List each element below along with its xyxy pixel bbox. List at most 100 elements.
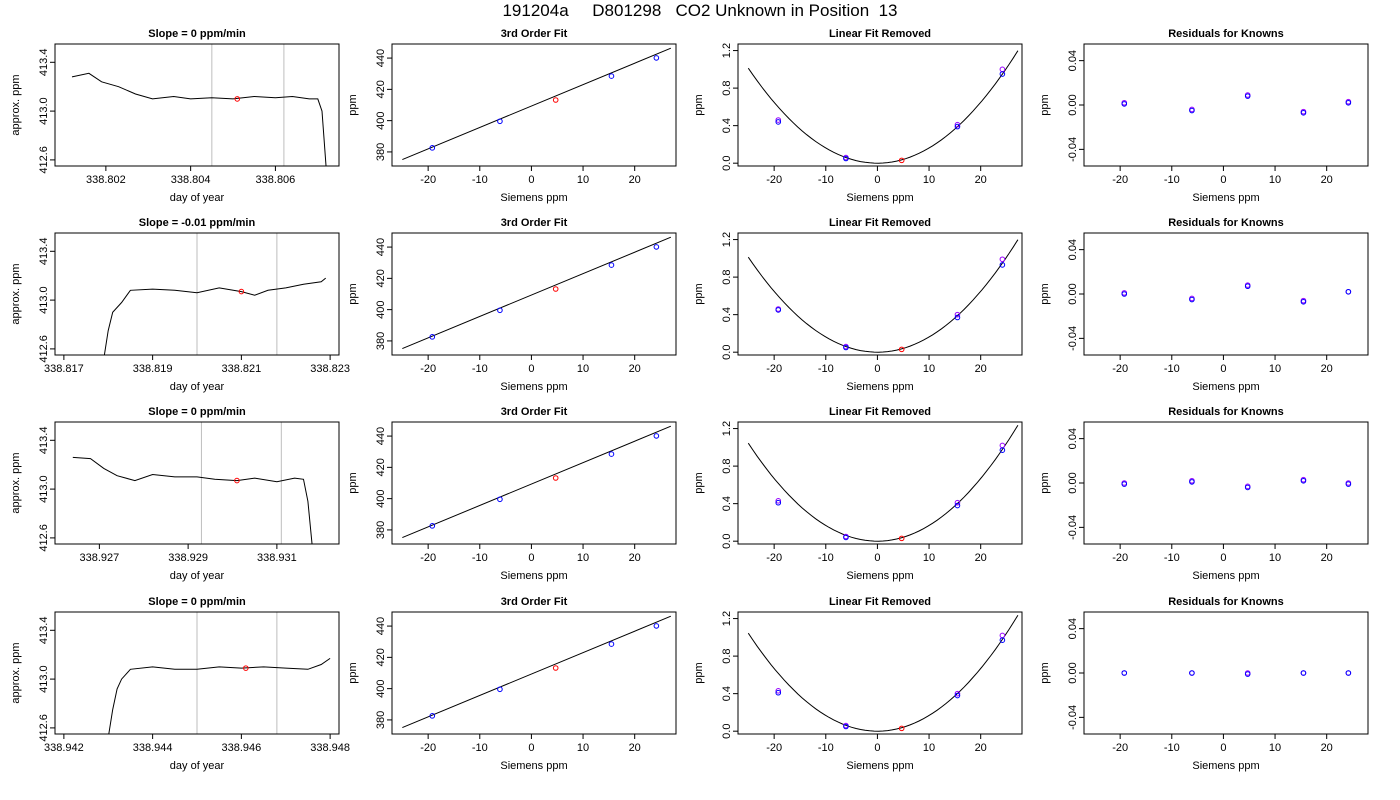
x-tick-label: 338.942 — [44, 742, 84, 754]
x-axis-label: Siemens ppm — [1192, 570, 1259, 582]
panel-title: Linear Fit Removed — [829, 596, 931, 608]
x-tick-label: 10 — [577, 552, 589, 564]
known-point — [429, 713, 436, 719]
trace-line — [103, 277, 327, 355]
page-title: 191204a D801298 CO2 Unknown in Position … — [502, 1, 898, 20]
unknown-point — [898, 725, 905, 732]
known-point — [608, 641, 615, 647]
x-tick-label: 20 — [975, 363, 987, 375]
panel-2-0: Slope = 0 ppm/min 338.927 338.929 338.931 41… — [10, 406, 340, 582]
known-point-alt — [954, 690, 961, 697]
panel-title: Residuals for Knowns — [1168, 406, 1284, 418]
y-tick-label: 380 — [375, 143, 387, 161]
unknown-point — [243, 665, 249, 671]
plot-frame — [391, 43, 677, 167]
known-point — [843, 723, 849, 730]
x-tick-label: 10 — [577, 174, 589, 186]
trace-line — [108, 657, 331, 734]
known-point — [1121, 101, 1128, 107]
y-axis-label: ppm — [693, 662, 705, 683]
y-axis-label: ppm — [693, 94, 705, 115]
known-point — [954, 502, 961, 509]
known-point — [775, 307, 782, 313]
unknown-point — [234, 96, 241, 102]
plot-frame — [54, 232, 340, 356]
plot-frame — [1083, 232, 1369, 356]
y-axis-label: approx. ppm — [10, 74, 22, 135]
x-tick-label: -10 — [818, 363, 834, 375]
x-tick-label: -20 — [1112, 552, 1128, 564]
panel-title: 3rd Order Fit — [501, 217, 568, 229]
unknown-point — [552, 475, 559, 481]
x-axis-label: Siemens ppm — [846, 192, 913, 204]
known-point — [1300, 670, 1307, 676]
x-tick-label: -20 — [1112, 174, 1128, 186]
known-point-alt — [775, 117, 782, 123]
x-tick-label: -10 — [1164, 363, 1180, 375]
x-tick-label: 10 — [923, 363, 935, 375]
x-tick-label: 338.929 — [168, 552, 208, 564]
x-tick-label: -10 — [472, 552, 488, 564]
x-tick-label: -20 — [420, 552, 436, 564]
x-tick-label: -20 — [766, 552, 782, 564]
y-axis-label: ppm — [347, 472, 359, 493]
x-tick-label: -10 — [818, 174, 834, 186]
known-point-alt — [954, 311, 961, 318]
x-tick-label: -20 — [420, 174, 436, 186]
plot-area — [747, 424, 1019, 542]
known-point — [1121, 481, 1128, 487]
plot-frame — [737, 232, 1023, 356]
known-point — [653, 433, 660, 439]
unknown-point — [234, 477, 240, 484]
y-tick-label: 420 — [375, 80, 387, 98]
y-tick-label: 440 — [375, 617, 387, 635]
known-point — [608, 262, 615, 268]
known-point — [1189, 296, 1195, 303]
panel-3-0: Slope = 0 ppm/min 338.942 338.944 338.946 33… — [10, 596, 350, 772]
y-axis-label: approx. ppm — [10, 452, 22, 513]
y-tick-label: 0.4 — [721, 307, 733, 322]
y-axis-label: ppm — [1039, 283, 1051, 304]
y-tick-label: 413.0 — [38, 665, 50, 693]
unknown-point — [552, 286, 559, 292]
fit-line — [402, 425, 672, 539]
x-tick-label: 0 — [874, 174, 880, 186]
known-point — [1300, 109, 1307, 116]
x-tick-label: 0 — [1220, 552, 1226, 564]
known-point — [429, 145, 436, 151]
x-axis-label: Siemens ppm — [500, 570, 567, 582]
plot-area — [108, 657, 331, 734]
x-tick-label: 20 — [1321, 363, 1333, 375]
y-tick-label: 0.04 — [1067, 618, 1079, 639]
known-point — [1345, 99, 1352, 106]
x-tick-label: 338.821 — [221, 363, 261, 375]
plot-frame — [1083, 43, 1369, 167]
fit-curve — [747, 614, 1019, 732]
x-tick-label: 338.944 — [133, 742, 173, 754]
y-tick-label: 0.8 — [721, 648, 733, 663]
y-tick-label: -0.04 — [1067, 326, 1079, 351]
x-axis-label: Siemens ppm — [1192, 381, 1259, 393]
x-tick-label: 338.817 — [44, 363, 84, 375]
unknown-point — [898, 157, 905, 164]
x-tick-label: -10 — [818, 552, 834, 564]
x-axis-label: Siemens ppm — [500, 381, 567, 393]
x-tick-label: -20 — [766, 742, 782, 754]
panel-title: Slope = -0.01 ppm/min — [139, 217, 256, 229]
y-tick-label: 412.6 — [38, 714, 50, 742]
y-axis-label: approx. ppm — [10, 263, 22, 324]
known-point — [775, 499, 782, 506]
x-axis-label: day of year — [170, 381, 225, 393]
known-point — [1121, 291, 1128, 297]
y-tick-label: 400 — [375, 300, 387, 318]
y-tick-label: 0.0 — [721, 724, 733, 739]
panel-title: 3rd Order Fit — [501, 28, 568, 40]
known-point — [1345, 670, 1352, 676]
y-tick-label: 0.8 — [721, 269, 733, 284]
y-tick-label: 413.0 — [38, 475, 50, 503]
x-tick-label: 0 — [1220, 742, 1226, 754]
known-point — [1244, 484, 1251, 491]
x-tick-label: -20 — [766, 174, 782, 186]
known-point-alt — [999, 66, 1006, 73]
x-tick-label: 338.948 — [310, 742, 350, 754]
